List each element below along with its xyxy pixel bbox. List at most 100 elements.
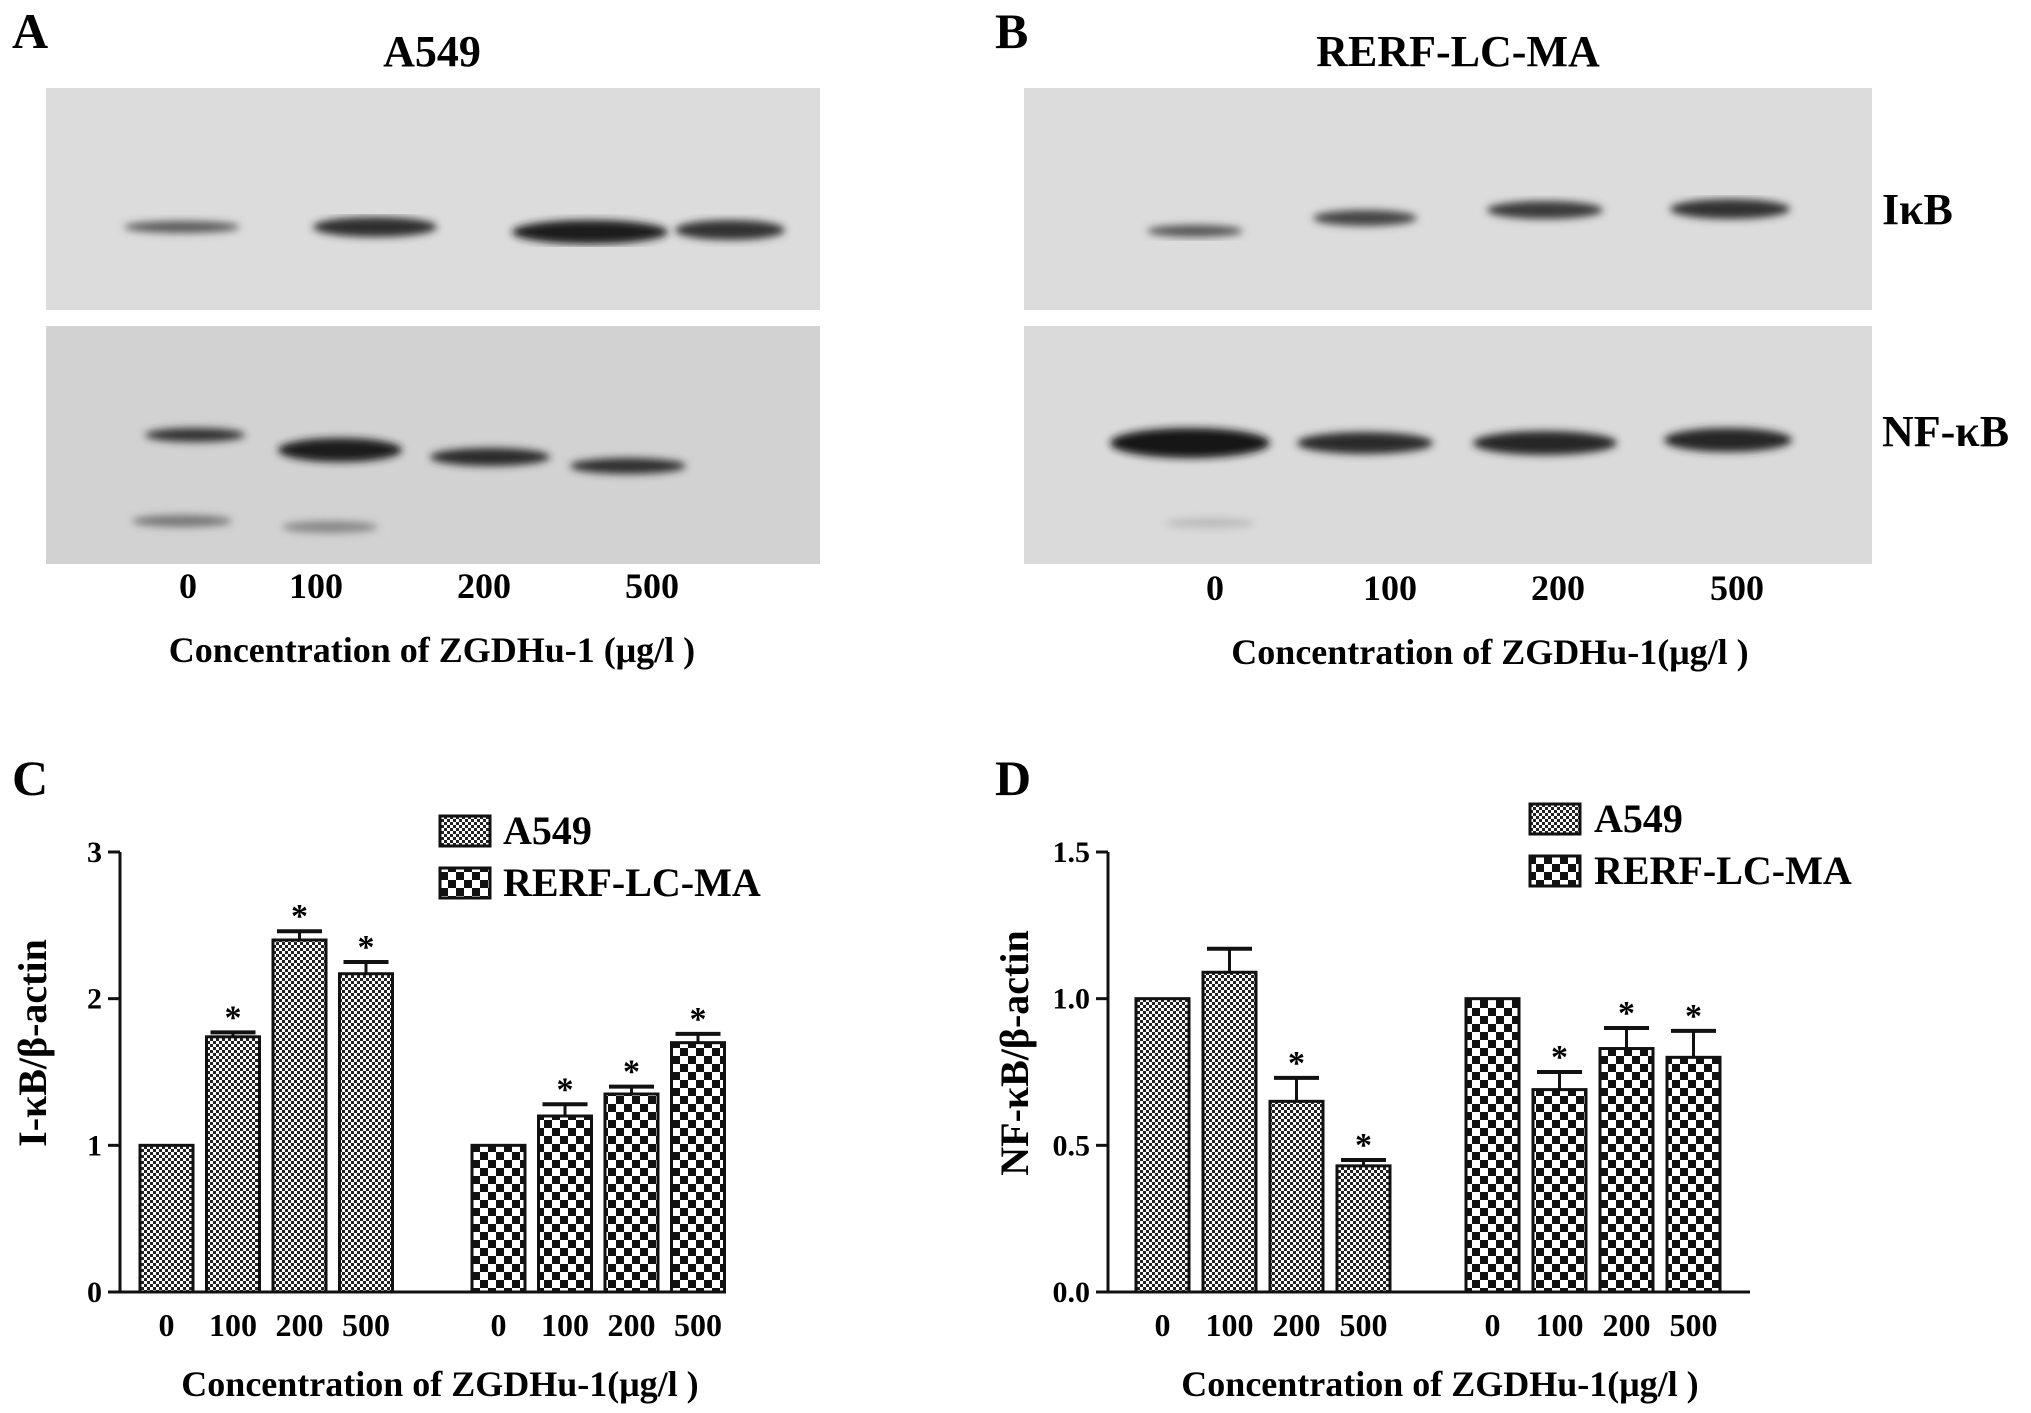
x-tick-label: 200	[608, 1307, 656, 1343]
bar	[338, 972, 394, 1294]
y-tick-label: 1	[87, 1129, 102, 1162]
panel-b-lane-label: 500	[1710, 568, 1764, 608]
blot-band	[278, 438, 402, 462]
panel-a-title: A549	[383, 27, 481, 76]
legend-swatch-a549	[438, 814, 492, 848]
y-tick-label: 0	[87, 1276, 102, 1309]
blot-band	[1297, 432, 1433, 454]
panel-c-x-title: Concentration of ZGDHu-1(μg/l )	[181, 1364, 698, 1404]
blot-band	[1165, 518, 1255, 528]
panel-a-blot: A A549 0 100 200 500 Concentration of ZG…	[12, 3, 820, 670]
blot-band	[512, 220, 668, 244]
x-tick-label: 500	[674, 1307, 722, 1343]
panel-d-x-title: Concentration of ZGDHu-1(μg/l )	[1181, 1364, 1698, 1404]
bar	[1464, 997, 1521, 1294]
significance-marker: *	[1288, 1045, 1305, 1082]
x-tick-label: 100	[209, 1307, 257, 1343]
legend-label-rerf: RERF-LC-MA	[503, 860, 761, 905]
panel-d-letter: D	[995, 750, 1031, 806]
blot-band	[1487, 201, 1603, 219]
x-tick-label: 0	[1155, 1307, 1171, 1343]
bar	[1598, 1047, 1655, 1294]
bar	[1335, 1164, 1392, 1294]
blot-band	[675, 220, 785, 240]
x-tick-label: 0	[491, 1307, 507, 1343]
panel-b-blot: B RERF-LC-MA IκB NF-κB 0 100 200 500 Con…	[995, 3, 2009, 672]
x-tick-label: 500	[1340, 1307, 1388, 1343]
bar	[1134, 997, 1191, 1294]
y-tick-label: 1.5	[1053, 836, 1091, 869]
bar	[1531, 1088, 1588, 1294]
y-tick-label: 0.0	[1053, 1276, 1091, 1309]
panel-b-upper-bands	[1147, 199, 1790, 237]
blot-band	[1670, 199, 1790, 219]
panel-c-letter: C	[12, 750, 48, 806]
panel-b-lane-label: 0	[1206, 568, 1224, 608]
panel-b-title: RERF-LC-MA	[1316, 27, 1600, 76]
significance-marker: *	[1685, 998, 1702, 1035]
x-tick-label: 100	[1206, 1307, 1254, 1343]
legend-label-a549: A549	[1594, 796, 1683, 841]
blot-band	[1473, 431, 1617, 455]
panel-d-chart: D NF-κB/β-actin Concentration of ZGDHu-1…	[992, 750, 1852, 1404]
bar	[470, 1143, 527, 1294]
y-tick-label: 3	[87, 836, 102, 869]
panel-a-x-title: Concentration of ZGDHu-1 (μg/l )	[169, 630, 695, 670]
legend-label-a549: A549	[503, 808, 592, 853]
bar	[670, 1041, 726, 1294]
x-tick-label: 500	[342, 1307, 390, 1343]
panel-a-lane-label: 100	[289, 566, 343, 606]
blot-band	[132, 515, 232, 527]
x-tick-label: 200	[1273, 1307, 1321, 1343]
bar	[1665, 1055, 1722, 1294]
panel-a-letter: A	[12, 3, 48, 59]
significance-marker: *	[1355, 1127, 1372, 1164]
significance-marker: *	[1618, 995, 1635, 1032]
x-tick-label: 100	[541, 1307, 589, 1343]
panel-b-lower-bands	[1110, 428, 1792, 528]
bar	[205, 1035, 261, 1294]
panel-b-lane-label: 100	[1363, 568, 1417, 608]
panel-b-letter: B	[995, 3, 1028, 59]
blot-band	[1313, 210, 1417, 226]
protein-label-ikb: IκB	[1882, 185, 1953, 234]
x-tick-label: 500	[1670, 1307, 1718, 1343]
panel-b-lane-label: 200	[1531, 568, 1585, 608]
significance-marker: *	[690, 1001, 707, 1038]
blot-band	[1147, 225, 1243, 237]
y-tick-label: 1.0	[1053, 983, 1091, 1016]
protein-label-nfkb: NF-κB	[1882, 407, 2009, 456]
panel-a-upper-membrane	[46, 88, 820, 310]
x-tick-label: 0	[159, 1307, 175, 1343]
legend-label-rerf: RERF-LC-MA	[1594, 848, 1852, 893]
significance-marker: *	[225, 999, 242, 1036]
bar	[1201, 970, 1258, 1294]
blot-band	[1664, 428, 1792, 452]
bar	[537, 1114, 593, 1294]
significance-marker: *	[291, 898, 308, 935]
panel-c-legend: A549 RERF-LC-MA	[438, 808, 761, 905]
significance-marker: *	[1551, 1039, 1568, 1076]
blot-band	[430, 448, 550, 466]
significance-marker: *	[623, 1054, 640, 1091]
x-tick-label: 0	[1485, 1307, 1501, 1343]
panel-a-lower-membrane	[46, 326, 820, 564]
panel-c-y-title: I-κB/β-actin	[10, 939, 55, 1147]
panel-a-lane-label: 0	[179, 566, 197, 606]
panel-b-upper-membrane	[1024, 88, 1872, 310]
panel-d-y-title: NF-κB/β-actin	[992, 930, 1037, 1175]
bar	[1268, 1099, 1325, 1294]
panel-a-lane-label: 200	[457, 566, 511, 606]
blot-band	[145, 428, 245, 442]
panel-d-legend: A549 RERF-LC-MA	[1528, 796, 1852, 893]
significance-marker: *	[557, 1071, 574, 1108]
bar	[603, 1092, 660, 1294]
significance-marker: *	[358, 929, 375, 966]
panel-b-x-title: Concentration of ZGDHu-1(μg/l )	[1231, 632, 1748, 672]
blot-band	[1110, 428, 1270, 458]
panel-a-lane-label: 500	[625, 566, 679, 606]
blot-band	[124, 221, 240, 233]
x-tick-label: 200	[276, 1307, 324, 1343]
blot-band	[570, 458, 686, 474]
